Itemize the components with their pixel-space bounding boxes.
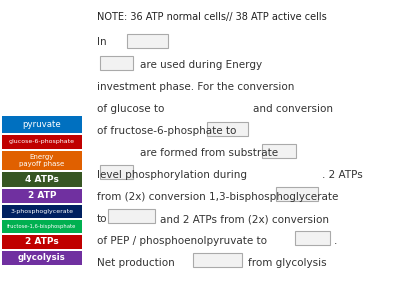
Bar — [2, 235, 82, 249]
Text: level phosphorylation during: level phosphorylation during — [97, 170, 247, 180]
Bar — [2, 116, 82, 133]
Bar — [2, 251, 82, 265]
Text: pyruvate: pyruvate — [23, 120, 61, 129]
Bar — [127, 34, 168, 48]
Text: 4 ATPs: 4 ATPs — [25, 175, 59, 184]
Bar — [295, 231, 330, 245]
Bar — [193, 253, 242, 267]
Text: of glucose to: of glucose to — [97, 104, 164, 114]
Text: of fructose-6-phosphate to: of fructose-6-phosphate to — [97, 126, 236, 136]
Bar — [2, 220, 82, 233]
Text: glycolysis: glycolysis — [18, 254, 66, 262]
Text: and conversion: and conversion — [253, 104, 333, 114]
Text: from (2x) conversion 1,3-bisphosphoglycerate: from (2x) conversion 1,3-bisphosphoglyce… — [97, 192, 338, 202]
Text: to: to — [97, 214, 108, 224]
Text: investment phase. For the conversion: investment phase. For the conversion — [97, 82, 294, 92]
Text: Energy
payoff phase: Energy payoff phase — [19, 154, 65, 167]
Bar — [276, 187, 318, 201]
Text: glucose-6-phosphate: glucose-6-phosphate — [9, 140, 75, 145]
Text: 2 ATP: 2 ATP — [28, 191, 56, 200]
Text: are formed from substrate: are formed from substrate — [140, 148, 278, 158]
Text: Net production: Net production — [97, 258, 175, 268]
Bar — [100, 165, 133, 179]
Text: In: In — [97, 37, 107, 47]
Bar — [2, 205, 82, 218]
Bar — [2, 135, 82, 149]
Bar — [262, 144, 296, 158]
Text: fructose-1,6-bisphosphate: fructose-1,6-bisphosphate — [7, 224, 77, 229]
Text: NOTE: 36 ATP normal cells// 38 ATP active cells: NOTE: 36 ATP normal cells// 38 ATP activ… — [97, 12, 327, 22]
Text: 2 ATPs: 2 ATPs — [25, 238, 59, 247]
Text: from glycolysis: from glycolysis — [248, 258, 327, 268]
Text: . 2 ATPs: . 2 ATPs — [322, 170, 363, 180]
Bar — [2, 151, 82, 170]
Bar — [207, 122, 248, 136]
Text: and 2 ATPs from (2x) conversion: and 2 ATPs from (2x) conversion — [160, 214, 329, 224]
Bar — [100, 56, 133, 70]
Text: are used during Energy: are used during Energy — [140, 60, 262, 70]
Text: of PEP / phosphoenolpyruvate to: of PEP / phosphoenolpyruvate to — [97, 236, 267, 246]
Bar — [2, 172, 82, 187]
Text: .: . — [334, 236, 337, 246]
Bar — [2, 189, 82, 203]
Text: 3-phosphoglycerate: 3-phosphoglycerate — [10, 209, 74, 214]
Bar — [108, 209, 155, 223]
